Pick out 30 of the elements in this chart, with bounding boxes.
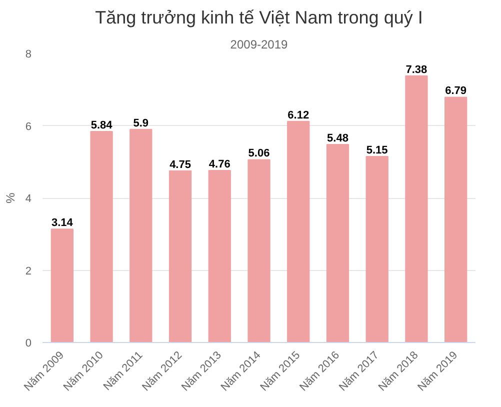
data-label: 3.14	[51, 217, 74, 230]
chart-subtitle: 2009-2019	[230, 38, 288, 52]
data-label: 4.75	[170, 158, 191, 171]
data-label: 6.79	[445, 85, 467, 98]
bar	[168, 170, 192, 342]
bar	[248, 159, 270, 342]
y-tick-label: 6	[25, 120, 32, 133]
data-label: 5.15	[366, 144, 388, 156]
y-tick-label: 4	[25, 193, 32, 205]
bar	[208, 170, 231, 342]
bar	[326, 144, 350, 342]
bar	[287, 120, 310, 342]
data-label: 5.48	[327, 132, 348, 145]
y-tick-label: 8	[25, 48, 32, 60]
data-label: 4.76	[208, 158, 230, 171]
bar	[366, 156, 388, 342]
data-label: 5.06	[248, 148, 270, 160]
bar	[90, 131, 113, 342]
bar	[130, 128, 152, 342]
bar	[405, 75, 428, 342]
data-label: 7.38	[406, 64, 428, 76]
chart-title: Tăng trưởng kinh tế Việt Nam trong quý I	[95, 8, 423, 28]
y-axis-title: %	[3, 192, 18, 204]
bar	[444, 96, 468, 342]
data-label: 5.84	[90, 120, 114, 132]
y-tick-label: 2	[25, 265, 32, 278]
data-label: 5.9	[133, 117, 149, 130]
bar	[50, 228, 74, 342]
y-tick-label: 0	[25, 338, 32, 350]
data-label: 6.12	[288, 109, 310, 122]
